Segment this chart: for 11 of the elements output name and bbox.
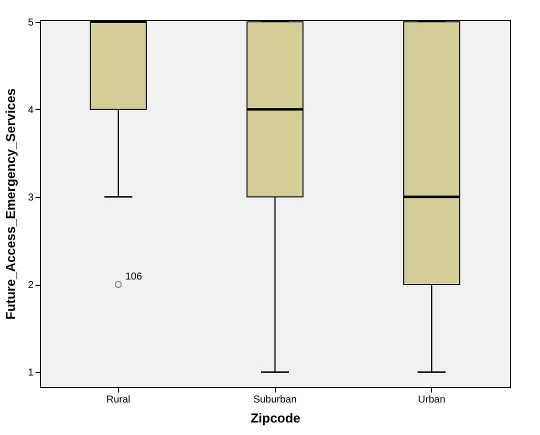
x-tick-label: Rural bbox=[106, 394, 130, 406]
y-axis-title: Future_Access_Emergency_Services bbox=[2, 88, 18, 320]
annotation: 106 bbox=[125, 272, 142, 283]
y-tick-label: 5 bbox=[28, 17, 34, 28]
y-tick-label: 4 bbox=[28, 104, 34, 116]
y-tick-label: 2 bbox=[28, 280, 34, 292]
x-tick-label: Urban bbox=[418, 394, 446, 406]
y-tick-label: 3 bbox=[28, 192, 34, 204]
y-tick-label: 1 bbox=[28, 368, 34, 379]
x-axis-title: Zipcode bbox=[250, 410, 300, 426]
x-tick-label: Suburban bbox=[253, 394, 297, 406]
